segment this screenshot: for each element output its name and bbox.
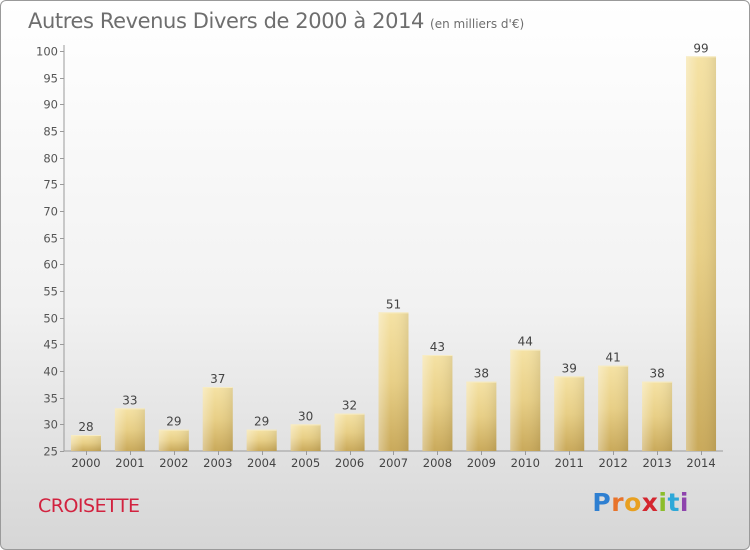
value-label-2001: 33 (122, 393, 137, 407)
bar-shade-2005 (290, 424, 321, 451)
x-tick-label-2004: 2004 (247, 456, 276, 470)
value-label-2014: 99 (693, 41, 708, 55)
y-tick-label: 70 (43, 205, 58, 219)
chart-x-ticks: 2000 2001 2002 2003 2004 2005 2006 2007 2008 2009… (71, 451, 716, 470)
x-tick-label-2010: 2010 (511, 456, 540, 470)
y-tick-label: 90 (43, 98, 58, 112)
value-label-2013: 38 (649, 367, 664, 381)
x-tick-label-2007: 2007 (379, 456, 408, 470)
x-tick-label-2008: 2008 (423, 456, 452, 470)
brand-letter: x (641, 488, 659, 517)
bar-shade-2014 (686, 56, 717, 451)
chart-unit: (en milliers d'€) (430, 17, 525, 31)
value-label-2011: 39 (562, 361, 577, 375)
bar-shade-2004 (246, 429, 277, 451)
place-name: CROISETTE (38, 495, 140, 517)
x-tick-label-2009: 2009 (467, 456, 496, 470)
bar-shade-2012 (598, 365, 629, 451)
y-tick-label: 45 (43, 338, 58, 352)
value-label-2003: 37 (210, 372, 225, 386)
y-tick-label: 35 (43, 392, 58, 406)
value-label-2005: 30 (298, 409, 313, 423)
x-tick-label-2001: 2001 (115, 456, 144, 470)
x-tick-label-2000: 2000 (71, 456, 100, 470)
chart-axes: 25 30 35 40 45 50 55 60 65 70 75 80 85 90 95 100 (36, 45, 723, 459)
value-label-2002: 29 (166, 415, 181, 429)
value-label-2009: 38 (474, 367, 489, 381)
y-tick-label: 75 (43, 178, 58, 192)
chart-title: Autres Revenus Divers de 2000 à 2014 (en … (28, 9, 524, 33)
value-label-2006: 32 (342, 399, 357, 413)
x-tick-label-2011: 2011 (555, 456, 584, 470)
y-tick-label: 50 (43, 312, 58, 326)
x-tick-label-2005: 2005 (291, 456, 320, 470)
x-tick-label-2006: 2006 (335, 456, 364, 470)
chart-bars (70, 56, 717, 451)
bar-shade-2007 (378, 312, 409, 451)
chart-title-text: Autres Revenus Divers de 2000 à 2014 (28, 9, 425, 33)
bar-shade-2011 (554, 376, 585, 451)
y-tick-label: 40 (43, 365, 58, 379)
brand-letter: P (592, 488, 612, 517)
y-tick-label: 100 (36, 45, 58, 59)
x-tick-label-2013: 2013 (642, 456, 671, 470)
y-tick-label: 60 (43, 258, 58, 272)
bar-shade-2003 (202, 387, 233, 451)
bar-shade-2001 (114, 408, 145, 451)
chart-value-labels: 28 33 29 37 29 30 32 51 43 38 44 39 41 38 99 (78, 41, 708, 434)
x-tick-label-2014: 2014 (686, 456, 715, 470)
bar-shade-2006 (334, 413, 365, 451)
bar-shade-2010 (510, 349, 541, 451)
value-label-2012: 41 (606, 351, 621, 365)
brand-logo: Proxiti (592, 488, 689, 517)
x-tick-label-2003: 2003 (203, 456, 232, 470)
y-tick-label: 85 (43, 125, 58, 139)
value-label-2000: 28 (78, 420, 93, 434)
bar-shade-2009 (466, 381, 497, 451)
y-tick-label: 25 (43, 445, 58, 459)
value-label-2008: 43 (430, 340, 445, 354)
y-tick-label: 95 (43, 72, 58, 86)
bar-shade-2002 (158, 429, 189, 451)
value-label-2004: 29 (254, 415, 269, 429)
y-tick-label: 55 (43, 285, 58, 299)
brand-letter: i (658, 488, 668, 517)
value-label-2007: 51 (386, 297, 401, 311)
brand-letter: r (611, 488, 625, 517)
value-label-2010: 44 (518, 335, 533, 349)
bar-shade-2013 (642, 381, 673, 451)
bar-shade-2000 (70, 435, 101, 451)
brand-letter: i (679, 488, 689, 517)
x-tick-label-2002: 2002 (159, 456, 188, 470)
y-tick-label: 80 (43, 152, 58, 166)
y-tick-label: 65 (43, 232, 58, 246)
brand-letter: t (667, 488, 680, 517)
bar-shade-2008 (422, 355, 453, 451)
x-tick-label-2012: 2012 (599, 456, 628, 470)
y-tick-label: 30 (43, 418, 58, 432)
brand-letter: o (624, 488, 642, 517)
